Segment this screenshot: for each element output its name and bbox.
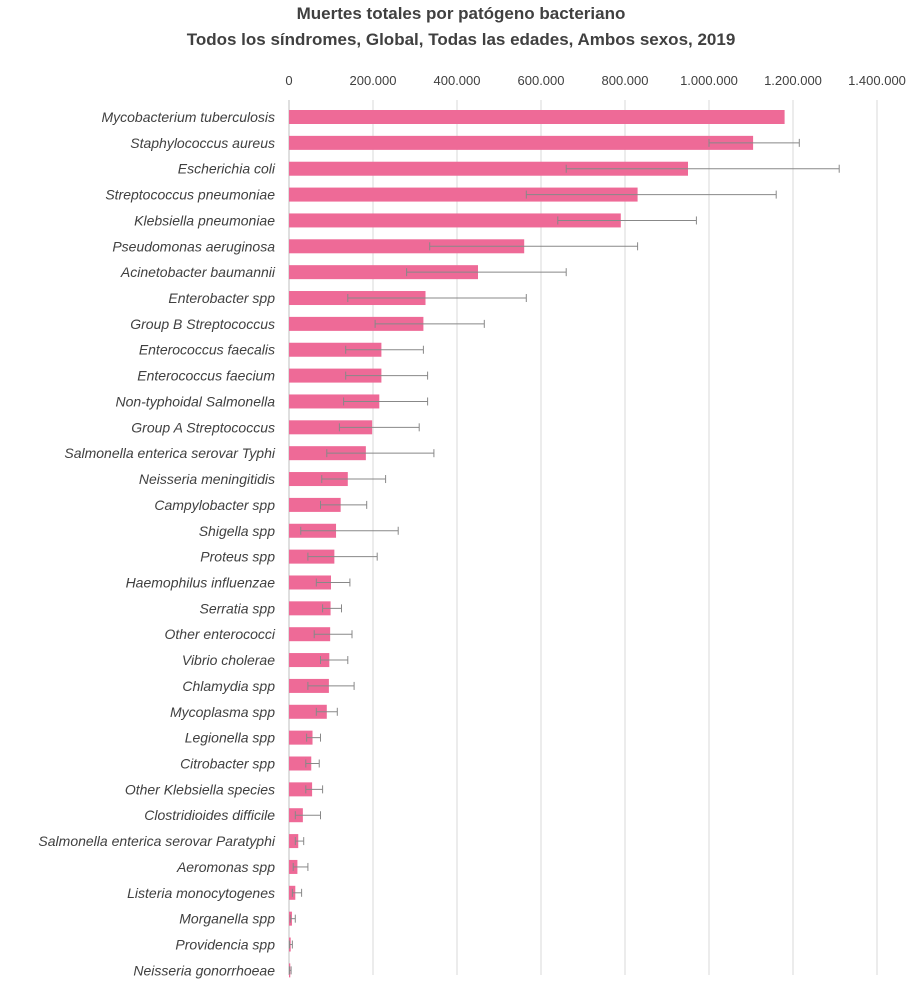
bar <box>289 704 327 719</box>
x-tick-label: 1.200.000 <box>764 73 822 88</box>
x-tick-label: 600.000 <box>518 73 565 88</box>
bar <box>289 575 331 590</box>
category-label: Campylobacter spp <box>154 497 275 513</box>
category-label: Other Klebsiella species <box>125 781 275 797</box>
bar <box>289 239 525 254</box>
bar <box>289 627 331 642</box>
bar <box>289 265 478 280</box>
category-label: Non-typhoidal Salmonella <box>115 393 275 409</box>
category-label: Chlamydia spp <box>182 678 275 694</box>
bar <box>289 161 688 176</box>
category-label: Aeromonas spp <box>176 859 275 875</box>
category-label: Salmonella enterica serovar Typhi <box>64 445 276 461</box>
bar <box>289 420 373 435</box>
chart-title: Muertes totales por patógeno bacteriano <box>296 4 626 23</box>
category-label: Shigella spp <box>199 523 275 539</box>
x-tick-label: 1.000.000 <box>680 73 738 88</box>
bar <box>289 653 330 668</box>
bar <box>289 110 785 124</box>
category-label: Morganella spp <box>179 911 275 927</box>
category-label: Salmonella enterica serovar Paratyphi <box>38 833 275 849</box>
bar <box>289 394 380 409</box>
category-label: Haemophilus influenzae <box>126 574 276 590</box>
x-tick-label: 400.000 <box>434 73 481 88</box>
category-label: Serratia spp <box>200 600 276 616</box>
category-label: Escherichia coli <box>178 161 276 177</box>
category-label: Klebsiella pneumoniae <box>134 212 275 228</box>
bar <box>289 368 382 383</box>
x-tick-label: 0 <box>285 73 292 88</box>
category-label: Legionella spp <box>185 730 276 746</box>
bar <box>289 834 299 849</box>
category-label: Listeria monocytogenes <box>127 885 275 901</box>
category-label: Providencia spp <box>175 937 275 953</box>
category-label: Group A Streptococcus <box>131 419 275 435</box>
category-label: Streptococcus pneumoniae <box>105 187 275 203</box>
category-label: Mycobacterium tuberculosis <box>101 109 275 125</box>
category-label: Mycoplasma spp <box>170 704 275 720</box>
category-label: Enterobacter spp <box>168 290 275 306</box>
bar <box>289 497 341 512</box>
chart-subtitle: Todos los síndromes, Global, Todas las e… <box>186 30 736 49</box>
category-label: Group B Streptococcus <box>130 316 275 332</box>
category-label: Proteus spp <box>200 549 275 565</box>
x-tick-label: 800.000 <box>602 73 649 88</box>
category-label: Staphylococcus aureus <box>130 135 275 151</box>
category-label: Pseudomonas aeruginosa <box>112 238 275 254</box>
bar <box>289 472 348 487</box>
category-label: Acinetobacter baumannii <box>120 264 276 280</box>
x-tick-label: 200.000 <box>350 73 397 88</box>
bar <box>289 342 382 357</box>
x-tick-label: 1.400.000 <box>848 73 906 88</box>
category-label: Neisseria meningitidis <box>139 471 275 487</box>
category-label: Clostridioides difficile <box>144 807 275 823</box>
category-label: Neisseria gonorrhoeae <box>133 962 275 978</box>
bar <box>289 187 638 202</box>
bar <box>289 601 331 616</box>
bar <box>289 213 621 228</box>
bar <box>289 135 754 150</box>
category-label: Enterococcus faecalis <box>139 342 275 358</box>
bar <box>289 316 424 331</box>
category-label: Enterococcus faecium <box>137 368 275 384</box>
category-label: Vibrio cholerae <box>182 652 275 668</box>
category-label: Other enterococci <box>165 626 276 642</box>
bar <box>289 782 313 797</box>
category-label: Citrobacter spp <box>180 756 275 772</box>
